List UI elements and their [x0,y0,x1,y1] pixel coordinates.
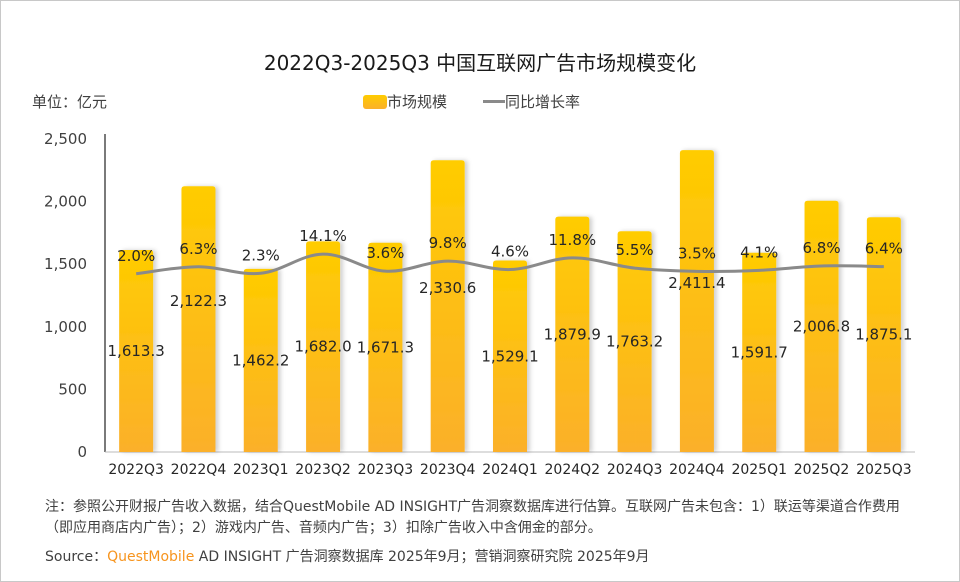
growth-rate-line [135,252,884,276]
growth-rate-label: 2.3% [242,246,280,264]
bar-value-label: 2,330.6 [419,279,476,297]
bar-value-label: 1,462.2 [232,351,289,369]
bar-value-label: 1,682.0 [294,338,351,356]
bar [430,160,465,453]
bar [243,268,278,452]
x-tick-label: 2024Q3 [607,462,663,478]
x-tick-label: 2023Q3 [358,462,414,478]
legend: 市场规模 同比增长率 [363,91,580,112]
bar-value-label: 1,875.1 [855,326,912,344]
y-tick-label: 1,500 [44,255,87,273]
bar-value-label: 1,591.7 [731,343,788,361]
growth-rate-label: 3.6% [366,244,404,262]
unit-label: 单位：亿元 [32,93,108,111]
bar [493,260,527,452]
x-tick-label: 2023Q4 [420,462,476,478]
y-tick-label: 500 [58,380,87,398]
x-tick-label: 2025Q2 [794,462,850,478]
bar-value-label: 1,529.1 [481,347,538,365]
chart-title: 2022Q3-2025Q3 中国互联网广告市场规模变化 [263,51,697,75]
bar [742,252,777,452]
legend-bar-swatch [363,94,387,109]
growth-rate-label: 6.3% [179,240,217,258]
growth-rate-label: 2.0% [117,247,155,265]
x-tick-label: 2024Q1 [482,462,538,478]
bar [119,250,154,452]
growth-rate-label: 6.8% [802,239,840,257]
x-tick-label: 2024Q2 [545,462,601,478]
bar-value-label: 2,411.4 [668,274,725,292]
source-prefix: Source： [45,549,108,565]
x-tick-label: 2023Q2 [295,462,351,478]
growth-rate-label: 3.5% [678,244,716,262]
source-line: Source：QuestMobile AD INSIGHT 广告洞察数据库 20… [45,546,650,566]
legend-bar-label: 市场规模 [387,93,448,111]
x-tick-label: 2025Q3 [856,462,912,478]
y-tick-label: 2,500 [44,130,87,148]
bar-value-label: 1,671.3 [357,338,414,356]
bar [306,241,341,452]
y-tick-label: 2,000 [44,193,87,211]
source-brand: QuestMobile [107,549,195,565]
bar-value-label: 2,122.3 [170,292,227,310]
y-tick-label: 1,000 [44,318,87,336]
growth-rate-label: 4.1% [740,243,778,261]
footnote: 注：参照公开财报广告收入数据，结合QuestMobile AD INSIGHT广… [45,499,900,536]
bar [617,231,652,452]
legend-line-label: 同比增长率 [505,93,581,111]
growth-rate-label: 4.6% [491,243,529,261]
x-tick-label: 2024Q4 [669,462,725,478]
growth-rate-label: 6.4% [865,240,903,258]
bar [181,186,216,453]
source-rest: AD INSIGHT 广告洞察数据库 2025年9月；营销洞察研究院 2025年… [194,549,650,565]
y-tick-label: 0 [77,443,87,461]
growth-rate-label: 5.5% [616,241,654,259]
bar-value-label: 1,879.9 [544,325,601,343]
bar-value-label: 1,613.3 [108,342,165,360]
x-tick-label: 2023Q1 [233,462,289,478]
bar-value-label: 1,763.2 [606,333,663,351]
growth-rate-label: 11.8% [548,231,596,249]
legend-line-swatch [483,100,506,103]
x-tick-label: 2022Q4 [171,462,227,478]
bar [368,242,403,452]
x-tick-label: 2025Q1 [731,462,787,478]
bar [555,216,590,452]
bar-value-label: 2,006.8 [793,317,850,335]
x-tick-label: 2022Q3 [108,462,164,478]
growth-rate-label: 14.1% [299,227,347,245]
bar [679,150,714,452]
bar [804,200,839,452]
bar [866,217,901,452]
growth-rate-label: 9.8% [429,234,467,252]
